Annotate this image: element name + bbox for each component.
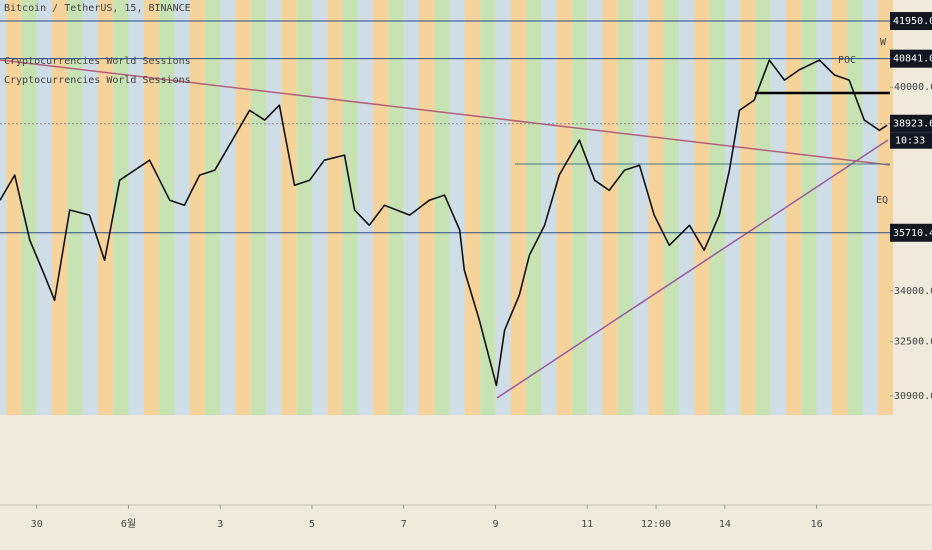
- countdown-tag: [890, 132, 932, 149]
- x-tick-label: 9: [492, 519, 498, 530]
- session-stripe: [235, 0, 251, 415]
- session-stripe: [51, 0, 68, 415]
- session-stripe: [449, 0, 465, 415]
- session-stripe: [678, 0, 695, 415]
- session-stripe: [0, 0, 7, 415]
- session-stripe: [174, 0, 190, 415]
- session-stripe: [556, 0, 572, 415]
- session-stripe: [648, 0, 664, 415]
- session-stripe: [36, 0, 52, 415]
- session-stripe: [480, 0, 496, 415]
- session-stripe: [709, 0, 725, 415]
- session-stripe: [21, 0, 37, 415]
- x-tick-label: 11: [581, 519, 593, 530]
- annotation: W: [880, 37, 887, 48]
- trend-line: [496, 139, 889, 399]
- session-stripe: [357, 0, 374, 415]
- session-stripe: [159, 0, 175, 415]
- plot: [0, 20, 890, 387]
- session-stripe: [740, 0, 756, 415]
- session-stripe: [419, 0, 435, 415]
- session-stripe: [434, 0, 450, 415]
- price-line-series: [0, 59, 888, 387]
- session-stripe: [82, 0, 98, 415]
- x-tick-label: 30: [31, 519, 43, 530]
- annotation: POC: [838, 55, 856, 66]
- y-tick-label: 40000.00: [894, 82, 932, 93]
- x-tick-label: 5: [309, 519, 315, 530]
- price-tag-label: 40841.00: [893, 54, 932, 65]
- session-stripe: [189, 0, 205, 415]
- session-stripe: [464, 0, 481, 415]
- session-stripe: [220, 0, 236, 415]
- session-stripe: [602, 0, 618, 415]
- session-stripe: [128, 0, 144, 415]
- session-stripe: [281, 0, 297, 415]
- session-stripe: [6, 0, 22, 415]
- session-stripe: [327, 0, 343, 415]
- price-tag-label: 38923.60: [893, 119, 932, 130]
- session-stripe: [724, 0, 741, 415]
- session-stripe: [495, 0, 511, 415]
- session-stripe: [388, 0, 404, 415]
- session-stripe: [801, 0, 817, 415]
- x-tick-label: 6월: [121, 518, 136, 530]
- session-stripe: [633, 0, 649, 415]
- session-stripe: [97, 0, 114, 415]
- session-stripe: [786, 0, 802, 415]
- y-tick-label: 30900.00: [894, 391, 932, 402]
- session-stripe: [617, 0, 634, 415]
- session-stripe: [755, 0, 771, 415]
- session-stripe: [877, 0, 894, 415]
- indicator-label: Cryptocurrencies World Sessions: [4, 75, 191, 86]
- session-stripe: [373, 0, 389, 415]
- session-stripe: [526, 0, 542, 415]
- session-stripe: [770, 0, 787, 415]
- price-tag-label: 35710.48: [893, 228, 932, 239]
- session-stripe: [831, 0, 848, 415]
- session-stripe: [113, 0, 129, 415]
- indicator-label: Cryptocurrencies World Sessions: [4, 56, 191, 67]
- session-stripe: [204, 0, 221, 415]
- x-tick-label: 16: [811, 519, 823, 530]
- session-stripe: [311, 0, 328, 415]
- y-tick-label: 34000.00: [894, 286, 932, 297]
- session-stripe: [67, 0, 83, 415]
- price-tag-label: 41950.00: [893, 16, 932, 27]
- annotation: EQ: [876, 195, 888, 206]
- session-stripe: [250, 0, 267, 415]
- session-stripe: [342, 0, 358, 415]
- x-tick-label: 7: [401, 519, 407, 530]
- session-stripe: [403, 0, 420, 415]
- session-stripe: [143, 0, 160, 415]
- price-tag: [890, 223, 932, 242]
- countdown: 10:33: [895, 136, 925, 147]
- trend-line: [0, 59, 891, 166]
- price-tag: [890, 114, 932, 133]
- price-tag: [890, 12, 932, 31]
- session-stripe: [862, 0, 878, 415]
- x-tick-label: 14: [719, 519, 731, 530]
- session-stripe: [587, 0, 603, 415]
- y-tick-label: 32500.00: [894, 337, 932, 348]
- session-stripes: [0, 0, 894, 415]
- price-tag: [890, 49, 932, 68]
- session-stripe: [266, 0, 282, 415]
- session-stripe: [663, 0, 679, 415]
- session-stripe: [296, 0, 312, 415]
- session-stripe: [510, 0, 527, 415]
- session-stripe: [694, 0, 710, 415]
- x-tick-label: 3: [217, 519, 223, 530]
- axes: 30 6월 3 5 7 9 11 12:00 14 16 40000.00 34000.00 32500…: [31, 12, 932, 530]
- x-tick-label: 12:00: [641, 519, 671, 530]
- chart-title: Bitcoin / TetherUS, 15, BINANCE: [4, 3, 191, 14]
- volume-pane: [0, 415, 890, 510]
- session-stripe: [816, 0, 832, 415]
- session-stripe: [571, 0, 588, 415]
